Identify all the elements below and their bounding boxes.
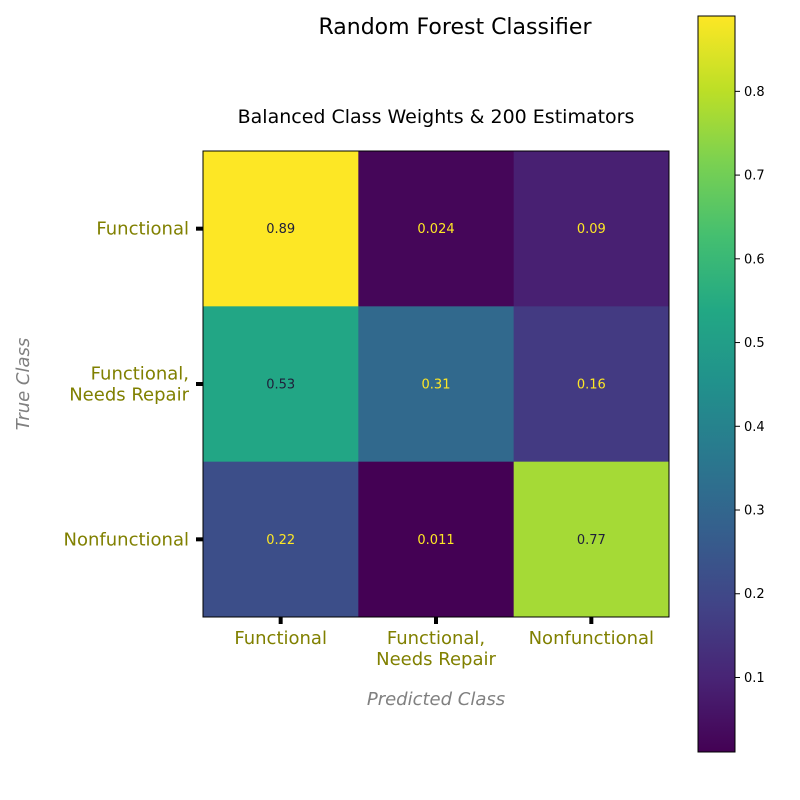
colorbar-tick-label: 0.6 [744, 252, 765, 267]
colorbar-tick-label: 0.4 [744, 420, 765, 435]
cell-value-label: 0.011 [417, 533, 454, 548]
heatmap-cell [203, 306, 359, 463]
x-tick-label: Nonfunctional [529, 628, 654, 649]
heatmap-cell [203, 151, 359, 307]
cell-value-label: 0.22 [266, 533, 295, 548]
y-tick-label: Functional [96, 219, 189, 240]
heatmap-cell [513, 306, 670, 463]
colorbar-tick-label: 0.8 [744, 85, 765, 100]
cell-value-label: 0.53 [266, 378, 295, 393]
heatmap-cell [358, 306, 515, 463]
chart-title: Balanced Class Weights & 200 Estimators [238, 106, 635, 128]
colorbar-tick-label: 0.3 [744, 504, 765, 519]
heatmap-cells: 0.89 0.024 0.09 0.53 0.31 0.16 0.22 0.011 0.77 [203, 151, 670, 618]
x-tick-labels: Functional Functional, Needs Repair Nonfunc… [234, 628, 654, 670]
cell-value-label: 0.16 [577, 378, 606, 393]
colorbar-frame [697, 15, 736, 753]
colorbar-tick-label: 0.7 [744, 169, 765, 184]
cell-value-label: 0.09 [577, 222, 606, 237]
y-tick-label: Functional, Needs Repair [69, 364, 189, 406]
y-axis-label: True Class [13, 338, 34, 431]
colorbar-tick-label: 0.5 [744, 336, 765, 351]
cell-value-label: 0.31 [422, 378, 451, 393]
y-tick-label: Nonfunctional [64, 529, 189, 550]
heatmap-cell [513, 151, 670, 307]
colorbar: 0.1 0.2 0.3 0.4 0.5 0.6 0.7 0.8 [697, 15, 765, 753]
heatmap-cell [513, 461, 670, 618]
cell-value-label: 0.77 [577, 533, 606, 548]
chart-suptitle: Random Forest Classifier [318, 15, 592, 40]
heatmap-cell [203, 461, 359, 618]
cell-value-label: 0.024 [417, 222, 454, 237]
x-axis-label: Predicted Class [367, 689, 505, 710]
colorbar-tick-label: 0.1 [744, 671, 765, 686]
axis-ticks [196, 226, 594, 624]
heatmap-cell [358, 461, 515, 618]
colorbar-tick-label: 0.2 [744, 587, 765, 602]
colorbar-gradient [698, 16, 735, 752]
colorbar-ticks: 0.1 0.2 0.3 0.4 0.5 0.6 0.7 0.8 [735, 85, 765, 686]
y-tick-labels: Functional Functional, Needs Repair Nonfunc… [64, 219, 190, 551]
cell-value-label: 0.89 [266, 222, 295, 237]
heatmap-cell [358, 151, 515, 307]
x-tick-label: Functional [234, 628, 327, 649]
x-tick-label: Functional, Needs Repair [376, 628, 496, 670]
